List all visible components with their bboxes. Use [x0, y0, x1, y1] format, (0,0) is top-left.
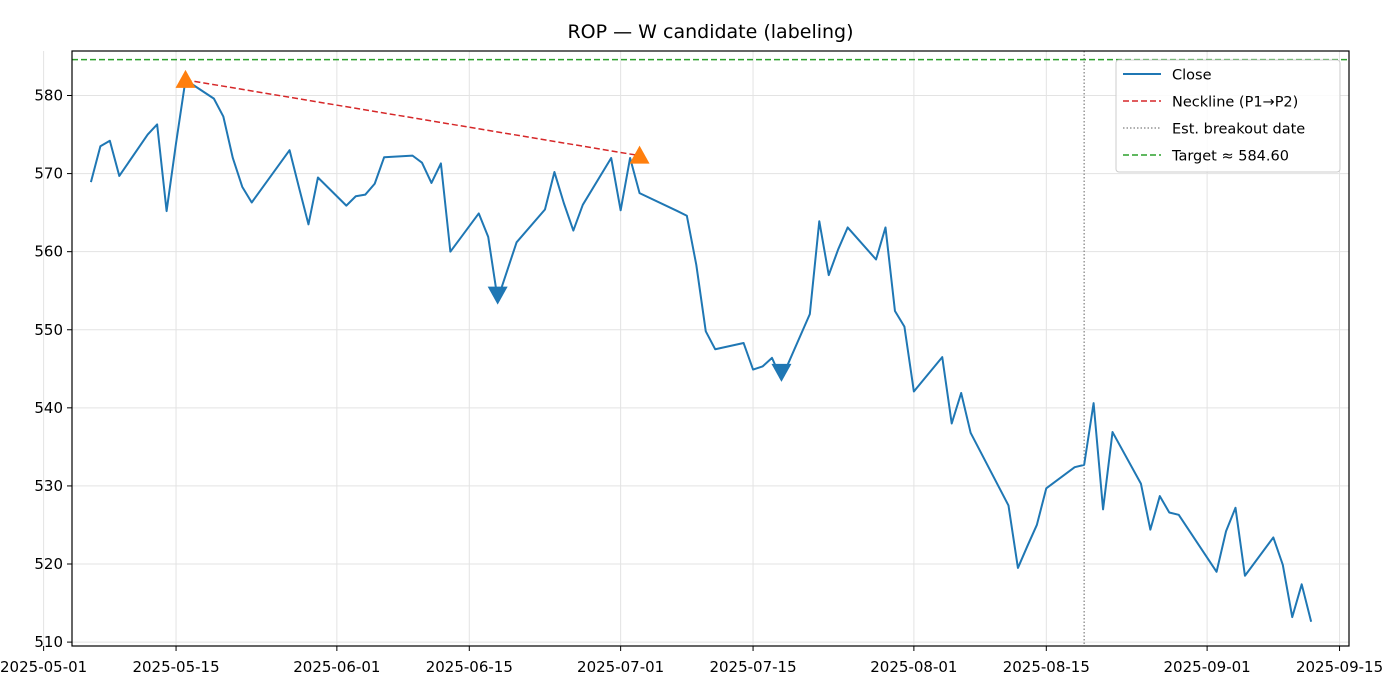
peak-marker: [629, 145, 650, 164]
x-tick-label: 2025-08-15: [1003, 658, 1090, 676]
plot-frame: [71, 50, 1350, 647]
x-tick-label: 2025-09-01: [1164, 658, 1251, 676]
y-tick-label: 550: [34, 321, 63, 339]
legend-box: [1115, 59, 1341, 173]
legend-label-neckline: Neckline (P1→P2): [1172, 95, 1298, 111]
x-tick-label: 2025-05-01: [0, 658, 87, 676]
y-tick-label: 530: [34, 477, 63, 495]
y-tick-label: 570: [34, 165, 63, 183]
legend-label-target: Target ≈ 584.60: [1171, 149, 1289, 165]
close-price-line: [89, 78, 1313, 623]
chart-title: ROP — W candidate (labeling): [567, 21, 853, 43]
y-tick-label: 510: [34, 633, 63, 651]
x-tick-label: 2025-07-15: [709, 658, 796, 676]
trough-marker: [771, 363, 792, 382]
peak-marker: [175, 69, 196, 88]
axis-layer: 2025-05-01 2025-05-15 2025-06-01 2025-06-15…: [0, 87, 1383, 676]
x-tick-label: 2025-06-15: [426, 658, 513, 676]
marker-layer: [175, 69, 792, 382]
legend: Close Neckline (P1→P2) Est. breakout dat…: [1115, 59, 1341, 173]
x-tick-label: 2025-05-15: [132, 658, 219, 676]
y-tick-label: 520: [34, 555, 63, 573]
x-tick-label: 2025-09-15: [1296, 658, 1383, 676]
neckline-line: [185, 79, 640, 157]
y-tick-label: 580: [34, 87, 63, 105]
y-tick-label: 540: [34, 399, 63, 417]
legend-label-breakout: Est. breakout date: [1172, 122, 1305, 138]
trough-marker: [487, 286, 508, 305]
x-tick-label: 2025-07-01: [577, 658, 664, 676]
series-layer: [89, 78, 1313, 623]
x-tick-label: 2025-08-01: [870, 658, 957, 676]
y-tick-label: 560: [34, 243, 63, 261]
legend-label-close: Close: [1172, 68, 1212, 84]
x-tick-label: 2025-06-01: [293, 658, 380, 676]
